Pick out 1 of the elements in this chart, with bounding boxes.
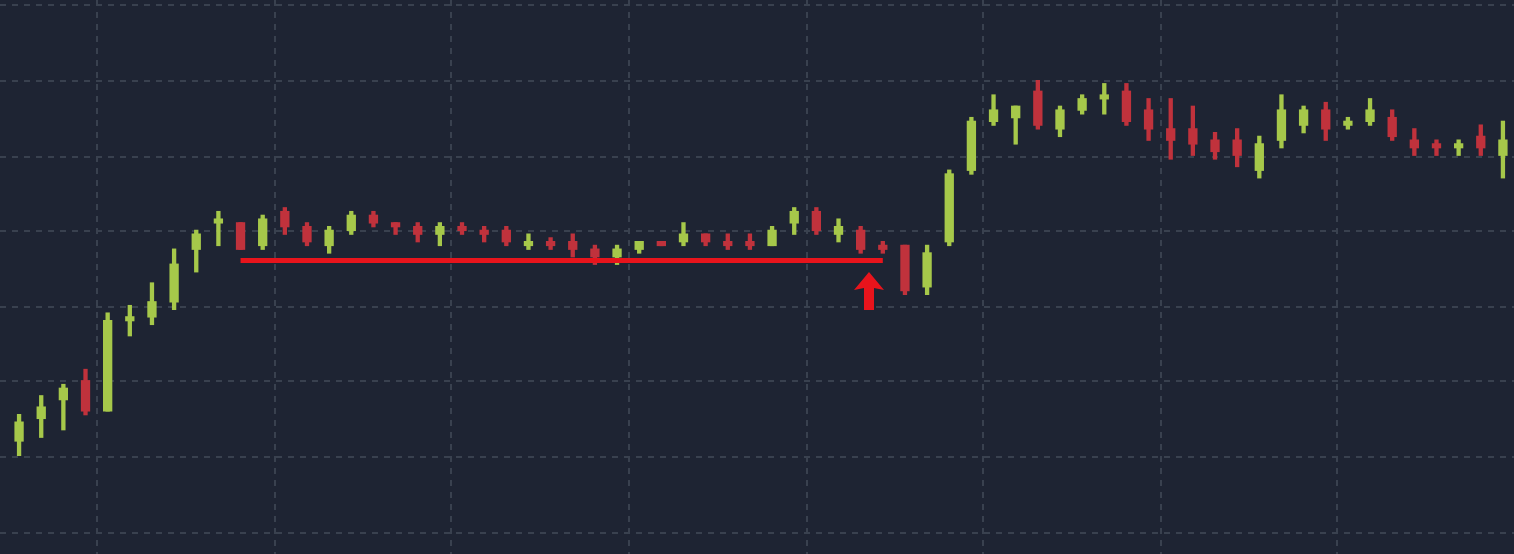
candlestick (213, 210, 224, 247)
